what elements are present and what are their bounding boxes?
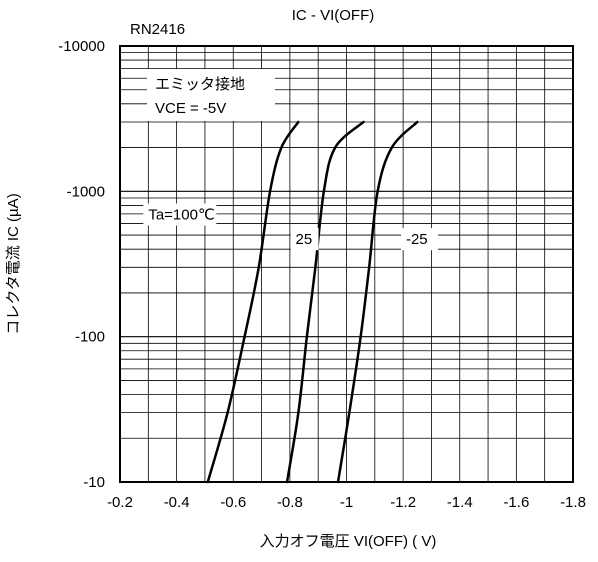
annotation-background: [290, 228, 319, 251]
grid-layer: [120, 46, 573, 482]
series-line-1: [285, 120, 365, 484]
annotation-background: [400, 228, 438, 251]
chart-title: IC - VI(OFF): [292, 7, 375, 24]
series-line-2: [336, 120, 419, 484]
y-tick-label: -10000: [58, 38, 105, 55]
plot-frame: [119, 45, 574, 483]
y-tick-label: -100: [75, 329, 105, 346]
annotation-background: [143, 203, 217, 226]
x-tick-label: -1: [340, 494, 353, 511]
x-axis-label: 入力オフ電圧 VI(OFF) ( V): [260, 533, 437, 550]
y-tick-label: -1000: [67, 183, 105, 200]
x-tick-label: -1.6: [503, 494, 529, 511]
y-axis-label: コレクタ電流 IC (µA): [5, 193, 22, 334]
annotation-layer: Ta=100℃ 25 -25: [143, 203, 438, 251]
x-tick-label: -0.4: [164, 494, 190, 511]
series-label-2: -25: [406, 231, 428, 248]
series-label-1: 25: [296, 231, 313, 248]
series-label-0: Ta=100℃: [148, 207, 214, 224]
x-tick-label: -0.8: [277, 494, 303, 511]
x-tick-label: -1.8: [560, 494, 586, 511]
y-tick-label: -10: [83, 474, 105, 491]
chart-subtitle: RN2416: [130, 21, 185, 38]
x-tick-label: -0.6: [220, 494, 246, 511]
x-tick-label: -0.2: [107, 494, 133, 511]
condition-label-vce: VCE = -5V: [155, 100, 226, 117]
condition-label-grounding: エミッタ接地: [155, 76, 245, 93]
series-line-0: [206, 120, 300, 484]
condition-box: [147, 69, 275, 121]
x-tick-label: -1.4: [447, 494, 473, 511]
tick-layer: -0.2 -0.4 -0.6 -0.8 -1 -1.2 -1.4 -1.6 -1.8 -10 -10…: [58, 38, 586, 511]
series-layer: [206, 120, 419, 484]
x-tick-label: -1.2: [390, 494, 416, 511]
